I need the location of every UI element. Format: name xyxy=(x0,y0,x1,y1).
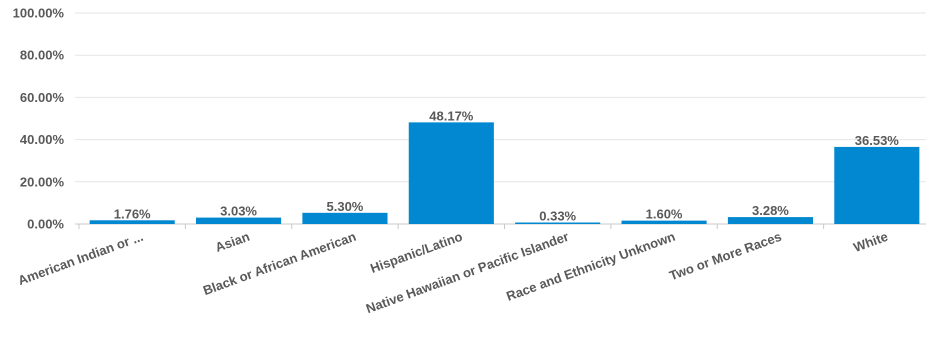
bar-6 xyxy=(727,217,813,224)
bar-5 xyxy=(621,220,707,224)
data-label-1: 3.03% xyxy=(220,204,257,219)
x-tick-label-0: American Indian or ... xyxy=(16,229,145,288)
y-tick-label-2: 40.00% xyxy=(20,132,65,147)
data-label-4: 0.33% xyxy=(539,209,576,224)
y-tick-label-5: 100.00% xyxy=(13,6,65,21)
x-tick-label-4: Native Hawaiian or Pacific Islander xyxy=(364,229,571,316)
x-tick-label-5: Race and Ethnicity Unknown xyxy=(504,229,677,304)
x-tick-label-6: Two or More Races xyxy=(667,229,783,284)
data-label-5: 1.60% xyxy=(646,207,683,222)
data-label-6: 3.28% xyxy=(752,203,789,218)
bar-1 xyxy=(196,217,282,224)
data-label-7: 36.53% xyxy=(855,133,900,148)
bar-0 xyxy=(89,220,175,224)
x-tick-label-1: Asian xyxy=(213,229,251,255)
data-label-0: 1.76% xyxy=(114,206,151,221)
bar-7 xyxy=(834,146,920,224)
bar-3 xyxy=(408,122,494,224)
y-tick-label-3: 60.00% xyxy=(20,90,65,105)
x-tick-label-3: Hispanic/Latino xyxy=(368,229,464,276)
y-tick-label-1: 20.00% xyxy=(20,174,65,189)
y-tick-label-4: 80.00% xyxy=(20,48,65,63)
data-label-3: 48.17% xyxy=(429,108,474,123)
bar-2 xyxy=(302,212,388,224)
bar-4 xyxy=(515,222,601,224)
y-tick-label-0: 0.00% xyxy=(27,217,64,232)
data-label-2: 5.30% xyxy=(327,199,364,214)
x-tick-label-7: White xyxy=(851,229,889,255)
